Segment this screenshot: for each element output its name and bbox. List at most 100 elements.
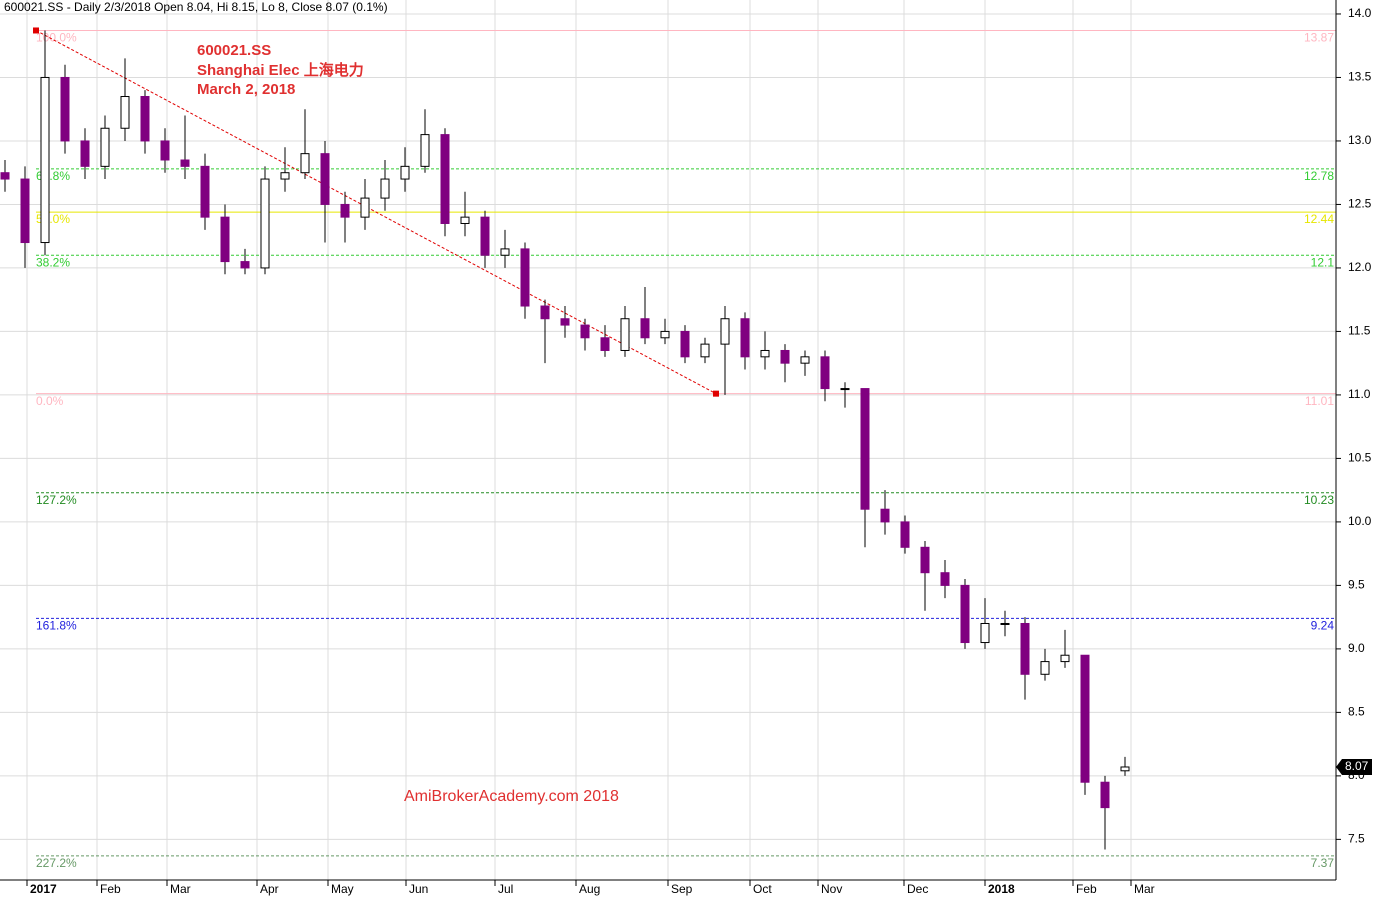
- x-tick-label: Feb: [1076, 882, 1097, 896]
- candle-body: [620, 318, 630, 351]
- candle-body: [980, 622, 990, 644]
- candle-body: [900, 521, 910, 548]
- fib-price-label: 12.1: [1311, 255, 1335, 269]
- candle-body: [580, 324, 590, 339]
- y-tick-label: 10.0: [1348, 514, 1372, 528]
- candle-body: [40, 76, 50, 244]
- candle-body: [320, 153, 330, 205]
- candle-body: [640, 318, 650, 339]
- x-tick-label: Mar: [170, 882, 191, 896]
- fib-price-label: 7.37: [1311, 856, 1335, 870]
- trendline: [35, 30, 717, 395]
- grid: [0, 0, 1336, 880]
- y-tick-label: 8.5: [1348, 705, 1365, 719]
- candle-body: [540, 305, 550, 320]
- x-tick-label: Apr: [260, 882, 279, 896]
- fib-price-label: 12.44: [1304, 212, 1334, 226]
- fib-percent-label: 161.8%: [36, 619, 77, 633]
- candle-body: [420, 134, 430, 167]
- candle-body: [100, 127, 110, 167]
- candle-body: [360, 197, 370, 218]
- fib-percent-label: 100.0%: [36, 31, 77, 45]
- candle-body: [0, 172, 10, 180]
- fib-price-label: 11.01: [1305, 394, 1334, 408]
- candle-body: [220, 216, 230, 263]
- candle-body: [1100, 781, 1110, 809]
- candle-body: [840, 388, 850, 391]
- x-tick-label: Oct: [753, 882, 772, 896]
- candle-body: [520, 248, 530, 307]
- y-tick-label: 10.5: [1348, 451, 1372, 465]
- y-tick-label: 13.5: [1348, 70, 1372, 84]
- candle-body: [1120, 766, 1130, 772]
- fib-price-label: 13.87: [1304, 31, 1334, 45]
- candle-body: [200, 165, 210, 218]
- candle-body: [920, 546, 930, 574]
- fib-percent-label: 38.2%: [36, 255, 70, 269]
- candle-body: [780, 349, 790, 364]
- candle-body: [760, 349, 770, 358]
- candle-body: [960, 584, 970, 644]
- y-tick-label: 11.0: [1348, 387, 1371, 401]
- candle-body: [740, 318, 750, 358]
- x-tick-label: Feb: [100, 882, 121, 896]
- candle-body: [680, 330, 690, 358]
- annotation: March 2, 2018: [197, 81, 295, 98]
- candle-body: [280, 172, 290, 180]
- x-tick-label: Aug: [579, 882, 600, 896]
- header: 600021.SS - Daily 2/3/2018 Open 8.04, Hi…: [4, 0, 388, 14]
- y-tick-label: 11.5: [1348, 324, 1371, 338]
- y-tick-label: 12.0: [1348, 260, 1372, 274]
- fib-percent-label: 0.0%: [36, 394, 64, 408]
- fib-price-label: 12.78: [1304, 169, 1334, 183]
- candle-body: [160, 140, 170, 161]
- candle-body: [820, 356, 830, 390]
- fib-percent-label: 127.2%: [36, 493, 77, 507]
- axes: 7.58.08.59.09.510.010.511.011.512.012.51…: [0, 0, 1372, 896]
- y-tick-label: 14.0: [1348, 6, 1372, 20]
- candle-body: [800, 356, 810, 364]
- y-tick-label: 12.5: [1348, 197, 1372, 211]
- candle-body: [1060, 654, 1070, 663]
- candle-body: [600, 337, 610, 351]
- fib-price-label: 9.24: [1311, 619, 1335, 633]
- candle-body: [260, 178, 270, 269]
- y-tick-label: 9.5: [1348, 578, 1365, 592]
- x-tick-label: Sep: [671, 882, 693, 896]
- candle-body: [660, 330, 670, 339]
- candle-body: [240, 261, 250, 269]
- last-price-box: [1336, 758, 1372, 775]
- candle-body: [340, 203, 350, 218]
- candle-body: [440, 134, 450, 224]
- trendline-anchor: [33, 27, 39, 34]
- x-tick-label: 2017: [30, 882, 57, 896]
- candle-body: [940, 572, 950, 586]
- candle-body: [1080, 654, 1090, 783]
- y-tick-label: 7.5: [1348, 832, 1365, 846]
- candle-body: [720, 318, 730, 345]
- fib-percent-label: 227.2%: [36, 856, 77, 870]
- y-tick-label: 13.0: [1348, 133, 1372, 147]
- last-price-label: 8.07: [1345, 759, 1369, 773]
- x-tick-label: Mar: [1134, 882, 1155, 896]
- candle-body: [480, 216, 490, 256]
- x-tick-label: 2018: [988, 882, 1015, 896]
- x-tick-label: Nov: [821, 882, 842, 896]
- candle-body: [560, 318, 570, 326]
- candle-body: [1020, 622, 1030, 675]
- x-tick-label: Jun: [409, 882, 428, 896]
- candle-body: [120, 96, 130, 129]
- watermark: AmiBrokerAcademy.com 2018: [404, 788, 619, 805]
- candle-body: [1000, 622, 1010, 625]
- candle-body: [460, 216, 470, 224]
- annotation: 600021.SS: [197, 42, 271, 59]
- candle-body: [180, 159, 190, 167]
- candle-body: [20, 178, 30, 244]
- candles: [0, 30, 1130, 850]
- candle-body: [60, 76, 70, 142]
- y-tick-label: 9.0: [1348, 641, 1365, 655]
- candle-body: [300, 153, 310, 174]
- fib-price-label: 10.23: [1304, 493, 1334, 507]
- candle-body: [380, 178, 390, 199]
